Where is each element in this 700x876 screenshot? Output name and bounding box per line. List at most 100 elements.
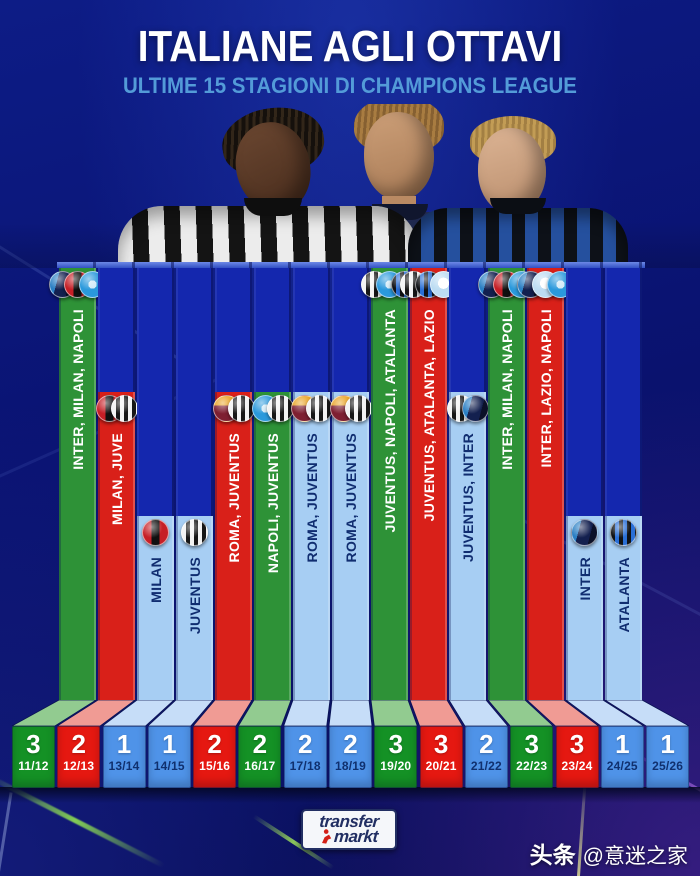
transfermarkt-logo: transfer markt [301, 809, 397, 850]
player-head [364, 112, 434, 200]
base-front-23/24: 3 23/24 [555, 726, 599, 788]
players-photo [0, 104, 700, 268]
bar-team-label: JUVENTUS [187, 557, 202, 635]
player-collar [490, 198, 546, 214]
base-top-face-20/21 [409, 700, 464, 726]
base-season-label: 25/26 [652, 759, 684, 773]
club-crests [610, 519, 637, 546]
base-top-face-17/18 [283, 700, 331, 726]
base-season-label: 20/21 [425, 759, 457, 773]
club-crests [181, 519, 208, 546]
base-value: 3 [433, 729, 449, 759]
club-crests [478, 271, 535, 298]
club-crests [400, 271, 457, 298]
base-front-14/15: 1 14/15 [147, 726, 191, 788]
base-value: 3 [388, 729, 404, 759]
bar-team-label: ROMA, JUVENTUS [226, 433, 241, 563]
base-season-label: 12/13 [63, 759, 95, 773]
inter-crest-icon [461, 395, 489, 422]
platform-shadow [0, 787, 700, 803]
juve-crest-icon [110, 395, 138, 422]
bar-team-label: ATALANTA [616, 557, 631, 633]
club-crests [290, 395, 333, 422]
base-value: 2 [479, 729, 494, 759]
base-top-face-24/25 [565, 700, 645, 726]
bar-24/25: INTER [566, 516, 603, 700]
bar-15/16: ROMA, JUVENTUS [212, 392, 255, 700]
bar-team-label: JUVENTUS, NAPOLI, ATALANTA [382, 309, 397, 533]
club-crests [571, 519, 598, 546]
base-season-label: 19/20 [380, 759, 412, 773]
base-value: 3 [524, 729, 539, 759]
base-top-face-11/12 [11, 700, 97, 726]
club-crests [517, 271, 574, 298]
base-season-label: 23/24 [561, 759, 593, 773]
club-crests [329, 395, 372, 422]
juventus-crest-icon [181, 519, 208, 546]
bar-team-label: INTER [577, 557, 592, 601]
base-value: 1 [162, 729, 177, 759]
bar-13/14: MILAN [137, 516, 174, 700]
bar-23/24: INTER, LAZIO, NAPOLI [517, 268, 574, 700]
milan-crest-icon [142, 519, 169, 546]
bar-20/21: JUVENTUS, ATALANTA, LAZIO [400, 268, 457, 700]
bar-25/26: ATALANTA [605, 516, 642, 700]
base-season-label: 22/23 [516, 759, 548, 773]
bar-16/17: NAPOLI, JUVENTUS [251, 392, 294, 700]
base-value: 3 [569, 729, 585, 759]
base-front-13/14: 1 13/14 [102, 726, 146, 788]
base-front-11/12: 3 11/12 [11, 726, 55, 788]
base-top-face-22/23 [487, 700, 554, 726]
brand-word-markt: markt [332, 827, 379, 846]
base-top-face-12/13 [56, 700, 136, 726]
base-top-face-14/15 [147, 700, 214, 726]
base-value: 2 [297, 729, 313, 759]
player-jersey-juventus [118, 206, 418, 268]
base-front-12/13: 2 12/13 [57, 726, 101, 788]
club-crests [361, 271, 418, 298]
base-value: 1 [615, 729, 630, 759]
player-photo-right [408, 116, 628, 268]
inter-crest-icon [571, 519, 598, 546]
base-front-19/20: 3 19/20 [374, 726, 418, 788]
bar-team-label: JUVENTUS, INTER [460, 433, 475, 562]
base-top-face-21/22 [448, 700, 509, 726]
club-crests [49, 271, 106, 298]
kicker-player-icon [321, 829, 331, 844]
bar-team-label: MILAN, JUVE [109, 433, 124, 525]
base-season-label: 18/19 [334, 759, 367, 773]
player-collar [244, 198, 302, 216]
base-value: 3 [26, 729, 41, 759]
watermark-brand: 头条 [529, 842, 576, 868]
bar-22/23: INTER, MILAN, NAPOLI [478, 268, 535, 700]
base-season-label: 21/22 [470, 759, 502, 773]
base-top-face-19/20 [370, 700, 418, 726]
chart-platform-top [57, 262, 645, 268]
bar-11/12: INTER, MILAN, NAPOLI [49, 268, 106, 700]
base-value: 2 [71, 729, 86, 759]
bar-team-label: INTER, LAZIO, NAPOLI [538, 309, 553, 468]
base-front-25/26: 1 25/26 [646, 726, 690, 788]
bar-team-label: INTER, MILAN, NAPOLI [70, 309, 85, 470]
base-top-face-15/16 [192, 700, 253, 726]
base-season-label: 16/17 [244, 759, 276, 773]
base-value: 1 [660, 729, 675, 759]
base-top-face-18/19 [328, 700, 373, 726]
base-front-18/19: 2 18/19 [329, 726, 372, 788]
bar-12/13: MILAN, JUVE [95, 392, 138, 700]
base-top-face-16/17 [237, 700, 292, 726]
bar-team-label: INTER, MILAN, NAPOLI [499, 309, 514, 470]
base-value: 2 [207, 729, 222, 759]
base-front-15/16: 2 15/16 [193, 726, 237, 788]
juventus-crest-icon [344, 395, 372, 422]
base-season-label: 24/25 [606, 759, 638, 773]
toutiao-watermark: 头条 @意迷之家 [530, 836, 688, 870]
atalanta-crest-icon [610, 519, 637, 546]
bar-team-label: NAPOLI, JUVENTUS [265, 433, 280, 574]
club-crests [142, 519, 169, 546]
base-season-label: 13/14 [108, 759, 140, 773]
page-title: ITALIANE AGLI OTTAVI [137, 22, 563, 71]
base-front-16/17: 2 16/17 [238, 726, 282, 788]
